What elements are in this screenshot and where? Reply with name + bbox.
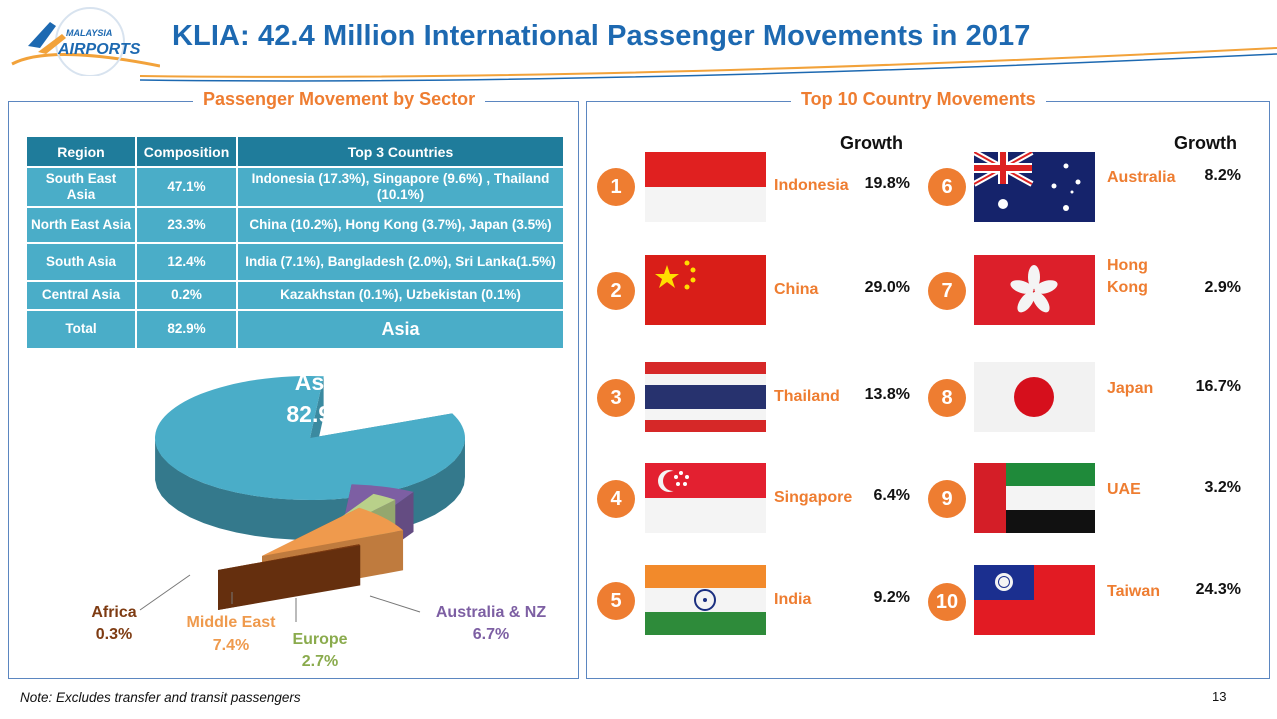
top3-cell: Asia xyxy=(236,309,565,350)
rank-badge: 4 xyxy=(597,480,635,518)
top3-cell: Indonesia (17.3%), Singapore (9.6%) , Th… xyxy=(236,166,565,208)
top3-cell: India (7.1%), Bangladesh (2.0%), Sri Lan… xyxy=(236,242,565,282)
table-row: South East Asia 47.1% Indonesia (17.3%),… xyxy=(25,166,565,208)
rank-badge: 8 xyxy=(928,379,966,417)
rank-badge: 5 xyxy=(597,582,635,620)
region-cell: North East Asia xyxy=(25,206,137,244)
country-growth: 9.2% xyxy=(873,589,910,606)
country-name: Thailand xyxy=(774,388,840,405)
top3-cell: China (10.2%), Hong Kong (3.7%), Japan (… xyxy=(236,206,565,244)
top3-cell: Kazakhstan (0.1%), Uzbekistan (0.1%) xyxy=(236,280,565,311)
country-growth: 19.8% xyxy=(864,175,910,192)
rank-badge: 10 xyxy=(928,583,966,621)
column-header-composition: Composition xyxy=(135,135,238,168)
country-name: Japan xyxy=(1107,380,1154,397)
table-row: Central Asia 0.2% Kazakhstan (0.1%), Uzb… xyxy=(25,280,565,311)
growth-header-left: Growth xyxy=(840,133,903,153)
thailand-flag xyxy=(645,362,766,432)
country-growth: 8.2% xyxy=(1204,167,1241,184)
country-name: China xyxy=(774,281,819,298)
composition-cell: 47.1% xyxy=(135,166,238,208)
table-header-row: Region Composition Top 3 Countries xyxy=(25,135,565,168)
country-name: UAE xyxy=(1107,481,1141,498)
column-header-region: Region xyxy=(25,135,137,168)
country-name: Australia xyxy=(1107,169,1176,186)
sector-table: Region Composition Top 3 Countries South… xyxy=(25,135,565,350)
table-row-total: Total 82.9% Asia xyxy=(25,309,565,350)
country-panel: Top 10 Country Movements xyxy=(586,89,1270,679)
country-growth: 6.4% xyxy=(873,487,910,504)
country-growth: 24.3% xyxy=(1195,581,1241,598)
indonesia-flag xyxy=(645,152,766,222)
rank-badge: 9 xyxy=(928,480,966,518)
composition-cell: 0.2% xyxy=(135,280,238,311)
country-growth: 29.0% xyxy=(864,279,910,296)
uae-flag xyxy=(974,463,1095,533)
rank-badge: 3 xyxy=(597,379,635,417)
rank-badge: 2 xyxy=(597,272,635,310)
page-title: KLIA: 42.4 Million International Passeng… xyxy=(172,20,1031,52)
table-row: South Asia 12.4% India (7.1%), Banglades… xyxy=(25,242,565,282)
region-cell: South Asia xyxy=(25,242,137,282)
table-row: North East Asia 23.3% China (10.2%), Hon… xyxy=(25,206,565,244)
composition-cell: 12.4% xyxy=(135,242,238,282)
country-name: Taiwan xyxy=(1107,583,1161,600)
region-cell: Total xyxy=(25,309,137,350)
country-name: Singapore xyxy=(774,489,853,506)
page-number: 13 xyxy=(1212,689,1227,704)
india-flag xyxy=(645,565,766,635)
japan-flag xyxy=(974,362,1095,432)
singapore-flag xyxy=(645,463,766,533)
country-growth: 2.9% xyxy=(1204,279,1241,296)
country-name: Indonesia xyxy=(774,177,849,194)
country-growth: 3.2% xyxy=(1204,479,1241,496)
header-swoosh xyxy=(139,47,1277,82)
country-name: Hong Kong xyxy=(1107,257,1148,296)
sector-panel: Passenger Movement by Sector xyxy=(8,89,579,679)
region-cell: Central Asia xyxy=(25,280,137,311)
country-growth: 16.7% xyxy=(1195,378,1241,395)
country-name: India xyxy=(774,591,812,608)
composition-cell: 82.9% xyxy=(135,309,238,350)
hong-kong-flag xyxy=(974,255,1095,325)
rank-badge: 7 xyxy=(928,272,966,310)
composition-cell: 23.3% xyxy=(135,206,238,244)
rank-badge: 6 xyxy=(928,168,966,206)
svg-text:AIRPORTS: AIRPORTS xyxy=(57,41,141,58)
svg-text:MALAYSIA: MALAYSIA xyxy=(66,28,112,38)
growth-header-right: Growth xyxy=(1174,133,1237,153)
australia-flag xyxy=(974,152,1095,222)
malaysia-airports-logo: MALAYSIA AIRPORTS xyxy=(10,4,161,77)
country-panel-title: Top 10 Country Movements xyxy=(791,89,1046,110)
china-flag xyxy=(645,255,766,325)
sector-panel-title: Passenger Movement by Sector xyxy=(193,89,486,110)
region-cell: South East Asia xyxy=(25,166,137,208)
taiwan-flag xyxy=(974,565,1095,635)
country-growth: 13.8% xyxy=(864,386,910,403)
column-header-top3: Top 3 Countries xyxy=(236,135,565,168)
footnote: Note: Excludes transfer and transit pass… xyxy=(20,690,301,705)
rank-badge: 1 xyxy=(597,168,635,206)
